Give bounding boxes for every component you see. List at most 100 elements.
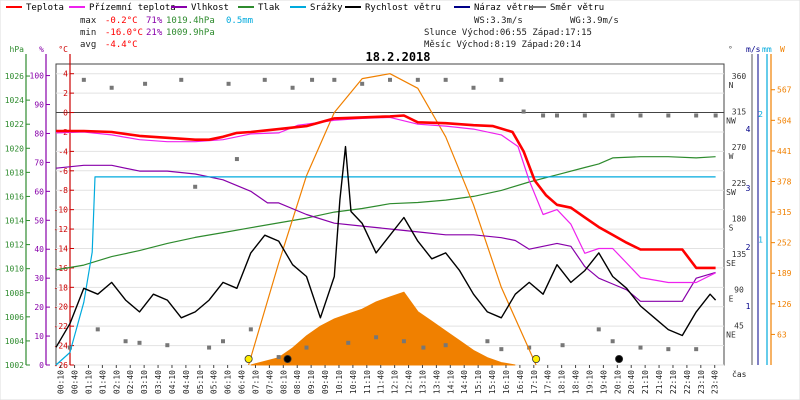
x-tick-label-5: 02:40: [126, 370, 135, 394]
series-sm-r-v-tru-point-12: [443, 77, 448, 82]
temperature-tick-label-4: -4: [58, 147, 68, 156]
series-sm-r-v-tru-point-11: [415, 77, 420, 82]
series-sm-r-v-tru-point-39: [421, 345, 426, 350]
temperature-tick-label-5: -6: [58, 167, 68, 176]
pressure-tick-label-0: 1026: [5, 72, 24, 81]
series-sm-r-v-tru-point-22: [694, 113, 699, 118]
x-tick-label-24: 12:10: [391, 370, 400, 394]
x-tick-label-36: 18:10: [558, 370, 567, 394]
legend-label-3: Tlak: [258, 3, 280, 13]
series-vlhkost: [55, 164, 716, 302]
temperature-tick-label-13: -22: [54, 322, 69, 331]
x-tick-label-21: 10:40: [349, 370, 358, 394]
info-moon: Měsíc Východ:8:19 Západ:20:14: [424, 40, 581, 50]
x-tick-label-16: 08:10: [279, 370, 288, 394]
series-sm-r-v-tru-point-0: [81, 77, 86, 82]
rain-axis-unit: mm: [762, 45, 772, 54]
moonrise-marker: [283, 354, 292, 363]
x-tick-label-18: 09:10: [307, 370, 316, 394]
series-sm-r-v-tru-point-32: [221, 339, 225, 344]
rain-tick-label-1: 1: [758, 236, 763, 245]
radiation-tick-label-2: 441: [777, 147, 792, 156]
info-sun: Slunce Východ:06:55 Západ:17:15: [424, 28, 592, 38]
x-tick-label-43: 21:40: [655, 370, 664, 394]
series-sm-r-v-tru-point-41: [485, 339, 490, 344]
humidity-tick-label-2: 80: [34, 129, 44, 138]
x-tick-label-8: 04:10: [168, 370, 177, 394]
stats-min-press: 1009.9hPa: [166, 28, 215, 38]
humidity-tick-label-7: 30: [34, 274, 44, 283]
x-tick-label-11: 05:40: [210, 370, 219, 394]
temperature-tick-label-10: -16: [54, 264, 69, 273]
series-slune-n-z-en-teoretick-: [248, 73, 537, 366]
humidity-tick-label-4: 60: [34, 187, 44, 196]
radiation-tick-label-7: 126: [777, 300, 792, 309]
x-tick-label-15: 07:40: [265, 370, 274, 394]
x-tick-label-2: 01:10: [84, 370, 93, 394]
series-sm-r-v-tru-point-18: [582, 113, 587, 118]
x-tick-label-1: 00:40: [71, 370, 80, 394]
series-sm-r-v-tru-point-4: [226, 81, 231, 86]
radiation-tick-label-8: 63: [777, 330, 787, 339]
x-tick-label-29: 14:40: [460, 370, 469, 394]
series-sm-r-v-tru-point-48: [666, 347, 671, 352]
direction-tick-label-2: 270: [732, 143, 747, 152]
series-sm-r-v-tru-point-23: [713, 113, 718, 118]
series-sm-r-v-tru-point-27: [95, 327, 100, 332]
series-sm-r-v-tru-point-7: [310, 77, 315, 82]
sunrise-marker: [244, 354, 253, 363]
info-wg: WG:3.9m/s: [570, 16, 619, 26]
series-sm-r-v-tru-point-17: [555, 113, 559, 118]
series-layer: [55, 73, 718, 366]
series-sm-r-v-tru-point-16: [541, 113, 546, 118]
x-tick-label-31: 15:40: [488, 370, 497, 394]
series-sm-r-v-tru-point-31: [207, 345, 212, 350]
series-sm-r-v-tru-point-44: [560, 343, 565, 348]
stats-min-hum: 21%: [146, 28, 163, 38]
axes: hPa1026102410221020101810161014101210101…: [5, 45, 792, 370]
humidity-tick-label-3: 70: [34, 158, 44, 167]
series-sm-r-v-tru-point-47: [638, 345, 643, 350]
sunset-marker: [532, 354, 541, 363]
pressure-tick-label-12: 1002: [5, 361, 24, 370]
series-sm-r-v-tru-point-3: [179, 77, 184, 82]
series-sm-r-v-tru-point-9: [360, 81, 365, 86]
series-sm-r-v-tru-point-37: [374, 335, 379, 340]
direction-tick-dir-5: SE: [726, 259, 736, 268]
series-sm-r-v-tru-point-38: [401, 339, 406, 344]
x-tick-label-44: 22:10: [669, 370, 678, 394]
direction-tick-dir-0: N: [729, 81, 734, 90]
wind-axis-unit: m/s: [746, 45, 761, 54]
x-tick-label-20: 10:10: [335, 370, 344, 394]
humidity-axis-unit: %: [39, 45, 44, 54]
wind-tick-label-0: 4: [746, 125, 751, 134]
x-tick-label-39: 19:40: [599, 370, 608, 394]
series-sm-r-v-tru-point-29: [137, 340, 142, 345]
stats-min-temp: -16.0°C: [105, 28, 143, 38]
pressure-tick-label-4: 1018: [5, 168, 24, 177]
direction-tick-dir-6: E: [729, 295, 734, 304]
x-tick-label-33: 16:40: [516, 370, 525, 394]
x-axis-label: čas: [732, 369, 747, 379]
series-sm-r-v-tru-point-43: [527, 345, 532, 350]
series-sm-r-v-tru-point-36: [346, 340, 351, 345]
x-tick-label-13: 06:40: [238, 370, 247, 394]
legend: Teplota Přízemní teplota Vlhkost Tlak Srážky…: [6, 3, 604, 13]
temperature-tick-label-2: 0: [63, 109, 68, 118]
temperature-tick-label-1: 2: [63, 89, 68, 98]
series-sm-r-v-tru-point-46: [610, 339, 615, 344]
pressure-tick-label-7: 1012: [5, 241, 24, 250]
radiation-tick-label-1: 504: [777, 116, 792, 125]
x-tick-label-41: 20:40: [627, 370, 636, 394]
radiation-tick-label-6: 189: [777, 269, 792, 278]
stats-min-label: min: [80, 28, 96, 38]
x-tick-label-28: 14:10: [446, 370, 455, 394]
direction-tick-label-0: 360: [732, 72, 747, 81]
wind-tick-label-1: 3: [746, 184, 751, 193]
stats-max-hum: 71%: [146, 16, 163, 26]
series-sm-r-v-tru-point-21: [666, 113, 671, 118]
direction-tick-label-7: 45: [734, 321, 744, 330]
series-sm-r-v-tru-point-10: [388, 77, 392, 82]
series-teplota: [56, 114, 716, 270]
pressure-tick-label-1: 1024: [5, 96, 24, 105]
